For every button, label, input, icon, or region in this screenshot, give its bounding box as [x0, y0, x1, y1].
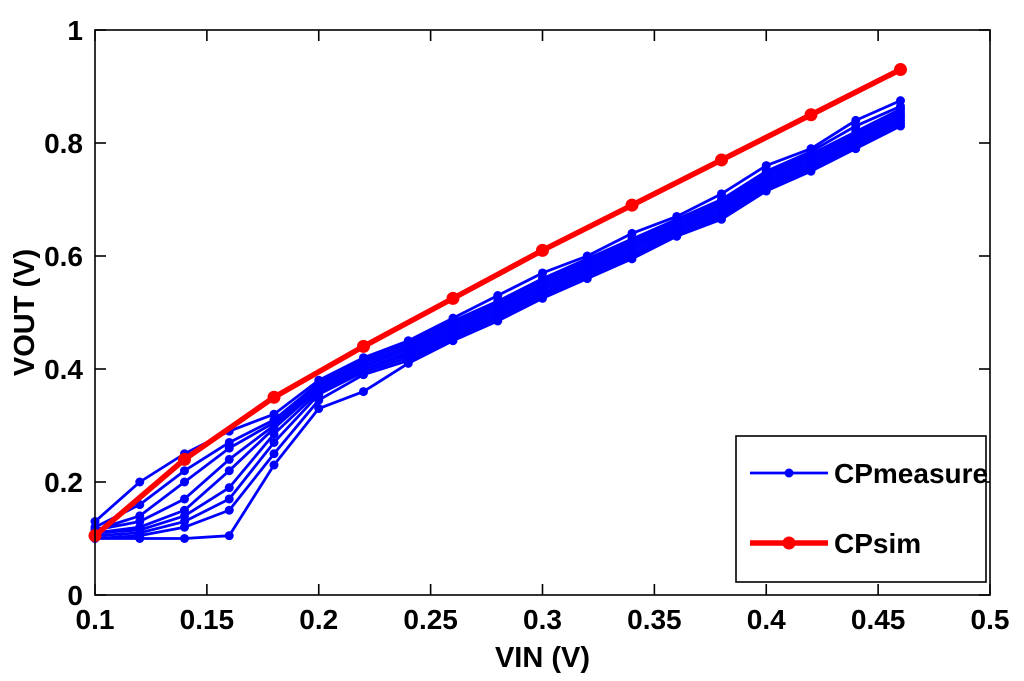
cpsim-series-marker: [715, 153, 728, 167]
legend-entry-cpmeasure: CPmeasure: [750, 458, 988, 489]
cpmeasure-series-9-marker: [627, 254, 637, 264]
cpmeasure-series-1-marker: [135, 477, 145, 487]
cpmeasure-series-6-marker: [224, 483, 234, 493]
cpmeasure-series-8-marker: [224, 505, 234, 515]
cpmeasure-series-9-marker: [806, 166, 816, 176]
cpmeasure-series-7-marker: [269, 437, 279, 447]
x-tick-label: 0.4: [747, 604, 786, 635]
y-tick-label: 0: [67, 580, 83, 611]
cpmeasure-series-9-marker: [582, 274, 592, 284]
cpmeasure-series-4-marker: [180, 494, 189, 504]
x-tick-label: 0.35: [627, 604, 682, 635]
y-tick-label: 0.4: [44, 354, 83, 385]
cpmeasure-series-9-marker: [269, 460, 279, 470]
cpmeasure-series-9-marker: [717, 214, 726, 224]
cpsim-series-marker: [804, 108, 818, 122]
cpmeasure-series-7-marker: [224, 494, 234, 504]
cpmeasure-series-9-marker: [493, 316, 503, 326]
x-tick-label: 0.15: [180, 604, 235, 635]
cpmeasure-series-9-marker: [403, 358, 413, 368]
legend-marker-sample: [784, 468, 794, 478]
cpmeasure-series-9-marker: [359, 387, 368, 397]
legend-label: CPsim: [834, 528, 921, 559]
legend: CPmeasure CPsim: [735, 435, 988, 583]
cpmeasure-series-9-marker: [180, 534, 189, 543]
cpsim-series-marker: [446, 291, 460, 305]
x-tick-label: 0.25: [403, 604, 458, 635]
cpmeasure-series-9-marker: [538, 293, 547, 303]
y-tick-label: 0.6: [44, 241, 83, 272]
cpmeasure-series-3-marker: [180, 477, 189, 487]
y-tick-labels: 0 0.2 0.4 0.6 0.8 1: [44, 15, 83, 611]
cpmeasure-series-8-marker: [314, 395, 324, 405]
cpmeasure-series-4-marker: [224, 454, 234, 464]
cpmeasure-series-2-marker: [180, 466, 189, 476]
x-tick-labels: 0.1 0.15 0.2 0.25 0.3 0.35 0.4 0.45 0.5: [76, 604, 1010, 635]
cpmeasure-series-3-marker: [224, 443, 234, 453]
legend-marker-sample: [782, 536, 796, 550]
cpmeasure-series-9-marker: [224, 531, 234, 541]
cpmeasure-series-9-marker: [896, 121, 905, 131]
cpmeasure-series-9-marker: [135, 534, 145, 543]
cpmeasure-series-9: [90, 121, 905, 543]
cpmeasure-series-8-marker: [269, 449, 279, 459]
cpmeasure-series-9-marker: [314, 404, 324, 414]
cpmeasure-series-5-marker: [224, 466, 234, 476]
cpsim-series-marker: [894, 63, 907, 77]
y-tick-label: 1: [67, 15, 83, 46]
x-axis-label: VIN (V): [495, 642, 590, 674]
legend-entry-cpsim: CPsim: [750, 528, 921, 559]
cpsim-series-marker: [178, 452, 191, 466]
legend-label: CPmeasure: [834, 458, 988, 489]
y-axis-label: VOUT (V): [9, 249, 41, 376]
plot-border: [94, 29, 991, 596]
x-tick-label: 0.1: [76, 604, 115, 635]
legend-box: [735, 435, 987, 583]
cpsim-series-line: [93, 67, 902, 538]
y-tick-label: 0.8: [44, 128, 83, 159]
y-tick-label: 0.2: [44, 467, 83, 498]
cpmeasure-series-6-marker: [269, 429, 279, 439]
cpsim-series-marker: [267, 390, 281, 404]
cpmeasure-series-9-marker: [448, 336, 458, 346]
cpsim-series: [88, 63, 907, 543]
x-tick-label: 0.3: [523, 604, 562, 635]
x-tick-label: 0.5: [971, 604, 1010, 635]
cpsim-series-marker: [625, 198, 639, 212]
x-tick-label: 0.2: [299, 604, 338, 635]
cpsim-series-marker: [536, 243, 549, 257]
x-tick-label: 0.45: [851, 604, 906, 635]
cpmeasure-series-9-marker: [851, 144, 861, 154]
cpmeasure-series-9-marker: [761, 186, 771, 196]
cpsim-series-marker: [357, 339, 370, 353]
cpmeasure-series-8-marker: [180, 522, 189, 532]
cpmeasure-series-9-marker: [672, 231, 682, 241]
cpmeasure-series-8-marker: [359, 370, 368, 380]
